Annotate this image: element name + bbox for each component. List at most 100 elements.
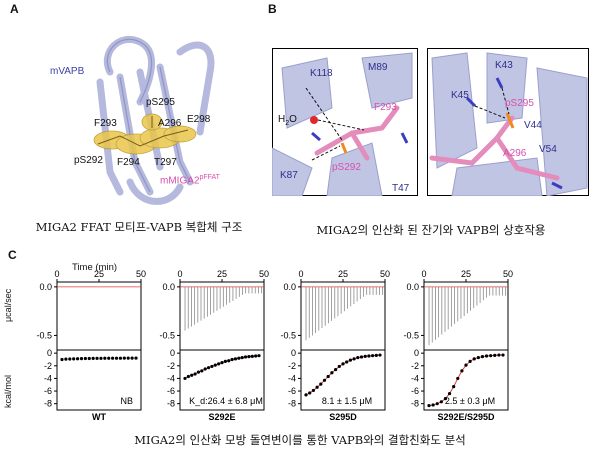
y-tick-label-top: 0.0 bbox=[162, 282, 175, 292]
label-m89: M89 bbox=[368, 62, 388, 73]
residue-ps295: pS295 bbox=[146, 97, 175, 108]
label-v54: V54 bbox=[539, 144, 557, 155]
y-tick-label-bottom: -4 bbox=[411, 373, 419, 383]
data-point bbox=[247, 355, 251, 359]
data-point bbox=[230, 357, 234, 362]
data-point bbox=[233, 357, 238, 361]
itc-chart-s295d: 0 25 50 0.0 -0.5 0 -2 -4 -6 -8 8.1 ± 1.5 μM S295D bbox=[280, 269, 390, 422]
panel-b-letter: B bbox=[268, 2, 277, 16]
data-point bbox=[501, 353, 505, 357]
label-k43: K43 bbox=[495, 60, 513, 71]
data-point bbox=[447, 391, 452, 396]
data-point bbox=[193, 372, 197, 376]
data-point bbox=[134, 356, 138, 360]
data-point bbox=[326, 374, 330, 379]
panel-a-caption: MIGA2 FFAT 모티프-VAPB 복합체 구조 bbox=[35, 220, 243, 234]
kd-annotation: NB bbox=[120, 396, 133, 406]
y-tick-label-bottom: -8 bbox=[167, 399, 175, 409]
data-point bbox=[122, 356, 126, 360]
data-point bbox=[99, 356, 103, 360]
residue-ps292: pS292 bbox=[74, 155, 103, 166]
data-point bbox=[220, 361, 224, 365]
panel-c-caption: MIGA2의 인산화 모방 돌연변이를 통한 VAPB와의 결합친화도 분석 bbox=[134, 433, 466, 447]
residue-t297: T297 bbox=[154, 157, 177, 168]
data-point bbox=[308, 391, 312, 395]
y-tick-label-top: 0.0 bbox=[283, 282, 296, 292]
data-point bbox=[363, 354, 367, 358]
data-point bbox=[217, 362, 221, 366]
data-point bbox=[356, 355, 360, 360]
variant-label: S292E/S295D bbox=[437, 412, 495, 422]
bottom-frame bbox=[179, 349, 265, 411]
data-point bbox=[359, 355, 364, 359]
residue-f294: F294 bbox=[117, 157, 140, 168]
kd-annotation: 2.5 ± 0.3 μM bbox=[445, 396, 495, 406]
label-a296: A296 bbox=[503, 148, 527, 159]
data-point bbox=[254, 354, 258, 358]
data-point bbox=[319, 382, 323, 386]
y-tick-label-bottom: -2 bbox=[288, 361, 296, 371]
y-tick-label-bottom: -4 bbox=[288, 373, 296, 383]
data-point bbox=[330, 371, 334, 375]
itc-chart-s292e-s295d: 0 25 50 0.0 -0.5 0 -2 -4 -6 -8 2.5 ± 0.3 μM S292E/S… bbox=[403, 269, 513, 422]
label-f293: F293 bbox=[374, 102, 397, 113]
label-ps292: pS292 bbox=[332, 162, 361, 173]
mmiga2-text: mMIGA2 bbox=[160, 175, 200, 187]
panel-b-left-view bbox=[272, 48, 418, 196]
data-point bbox=[464, 363, 468, 367]
data-point bbox=[374, 353, 378, 357]
data-point bbox=[237, 356, 241, 360]
data-point bbox=[203, 367, 207, 371]
label-k118: K118 bbox=[310, 68, 333, 79]
data-point bbox=[95, 356, 99, 360]
label-k45: K45 bbox=[451, 90, 469, 101]
itc-chart-s292e: 0 25 50 0.0 -0.5 0 -2 -4 -6 -8 K_d:26.4 ± 6.8 μM S2… bbox=[159, 269, 269, 422]
y-tick-label-bottom: -8 bbox=[288, 399, 296, 409]
y-tick-label-bottom: 0 bbox=[291, 348, 296, 358]
data-point bbox=[75, 357, 80, 361]
mvapb-label: mVAPB bbox=[50, 66, 85, 77]
x-tick-label: 50 bbox=[259, 269, 269, 279]
data-point bbox=[367, 354, 371, 358]
time-axis-label: Time (min) bbox=[72, 262, 118, 273]
x-tick-label: 25 bbox=[461, 269, 471, 279]
fit-curve bbox=[305, 354, 381, 396]
x-tick-label: 0 bbox=[298, 269, 303, 279]
kd-annotation: K_d:26.4 ± 6.8 μM bbox=[189, 396, 263, 406]
x-tick-label: 25 bbox=[94, 269, 104, 279]
data-point bbox=[240, 355, 244, 360]
data-point bbox=[243, 355, 248, 359]
y-tick-label-bottom: -2 bbox=[44, 361, 52, 371]
y-tick-label-bottom: -6 bbox=[167, 386, 175, 396]
data-point bbox=[186, 374, 190, 379]
variant-label: S295D bbox=[329, 412, 357, 422]
residue-e298: E298 bbox=[187, 114, 211, 125]
data-point bbox=[83, 356, 87, 361]
data-point bbox=[345, 360, 349, 364]
itc-chart-wt: 0 25 50 0.0 -0.5 0 -2 -4 -6 -8 NB WT bbox=[36, 269, 146, 422]
x-tick-label: 0 bbox=[421, 269, 426, 279]
top-frame bbox=[423, 281, 509, 351]
label-ps295: pS295 bbox=[505, 98, 534, 109]
panel-b-caption: MIGA2의 인산화 된 잔기와 VAPB의 상호작용 bbox=[316, 223, 546, 237]
y-tick-label-bottom: 0 bbox=[47, 348, 52, 358]
data-point bbox=[183, 376, 187, 381]
data-point bbox=[200, 369, 204, 373]
data-point bbox=[435, 402, 439, 406]
top-frame bbox=[56, 281, 142, 351]
data-point bbox=[250, 354, 254, 358]
data-point bbox=[427, 403, 431, 408]
data-point bbox=[476, 355, 480, 360]
data-point bbox=[64, 357, 68, 361]
x-tick-label: 50 bbox=[136, 269, 146, 279]
residue-f293: F293 bbox=[94, 118, 117, 129]
data-point bbox=[452, 385, 456, 389]
y-tick-label-top: -0.5 bbox=[159, 330, 175, 340]
data-point bbox=[118, 356, 123, 360]
kd-annotation: 8.1 ± 1.5 μM bbox=[322, 396, 372, 406]
data-point bbox=[114, 356, 119, 360]
water-h: H bbox=[278, 114, 286, 125]
label-v44: V44 bbox=[524, 120, 542, 131]
data-point bbox=[79, 356, 84, 361]
bottom-frame bbox=[423, 349, 509, 411]
